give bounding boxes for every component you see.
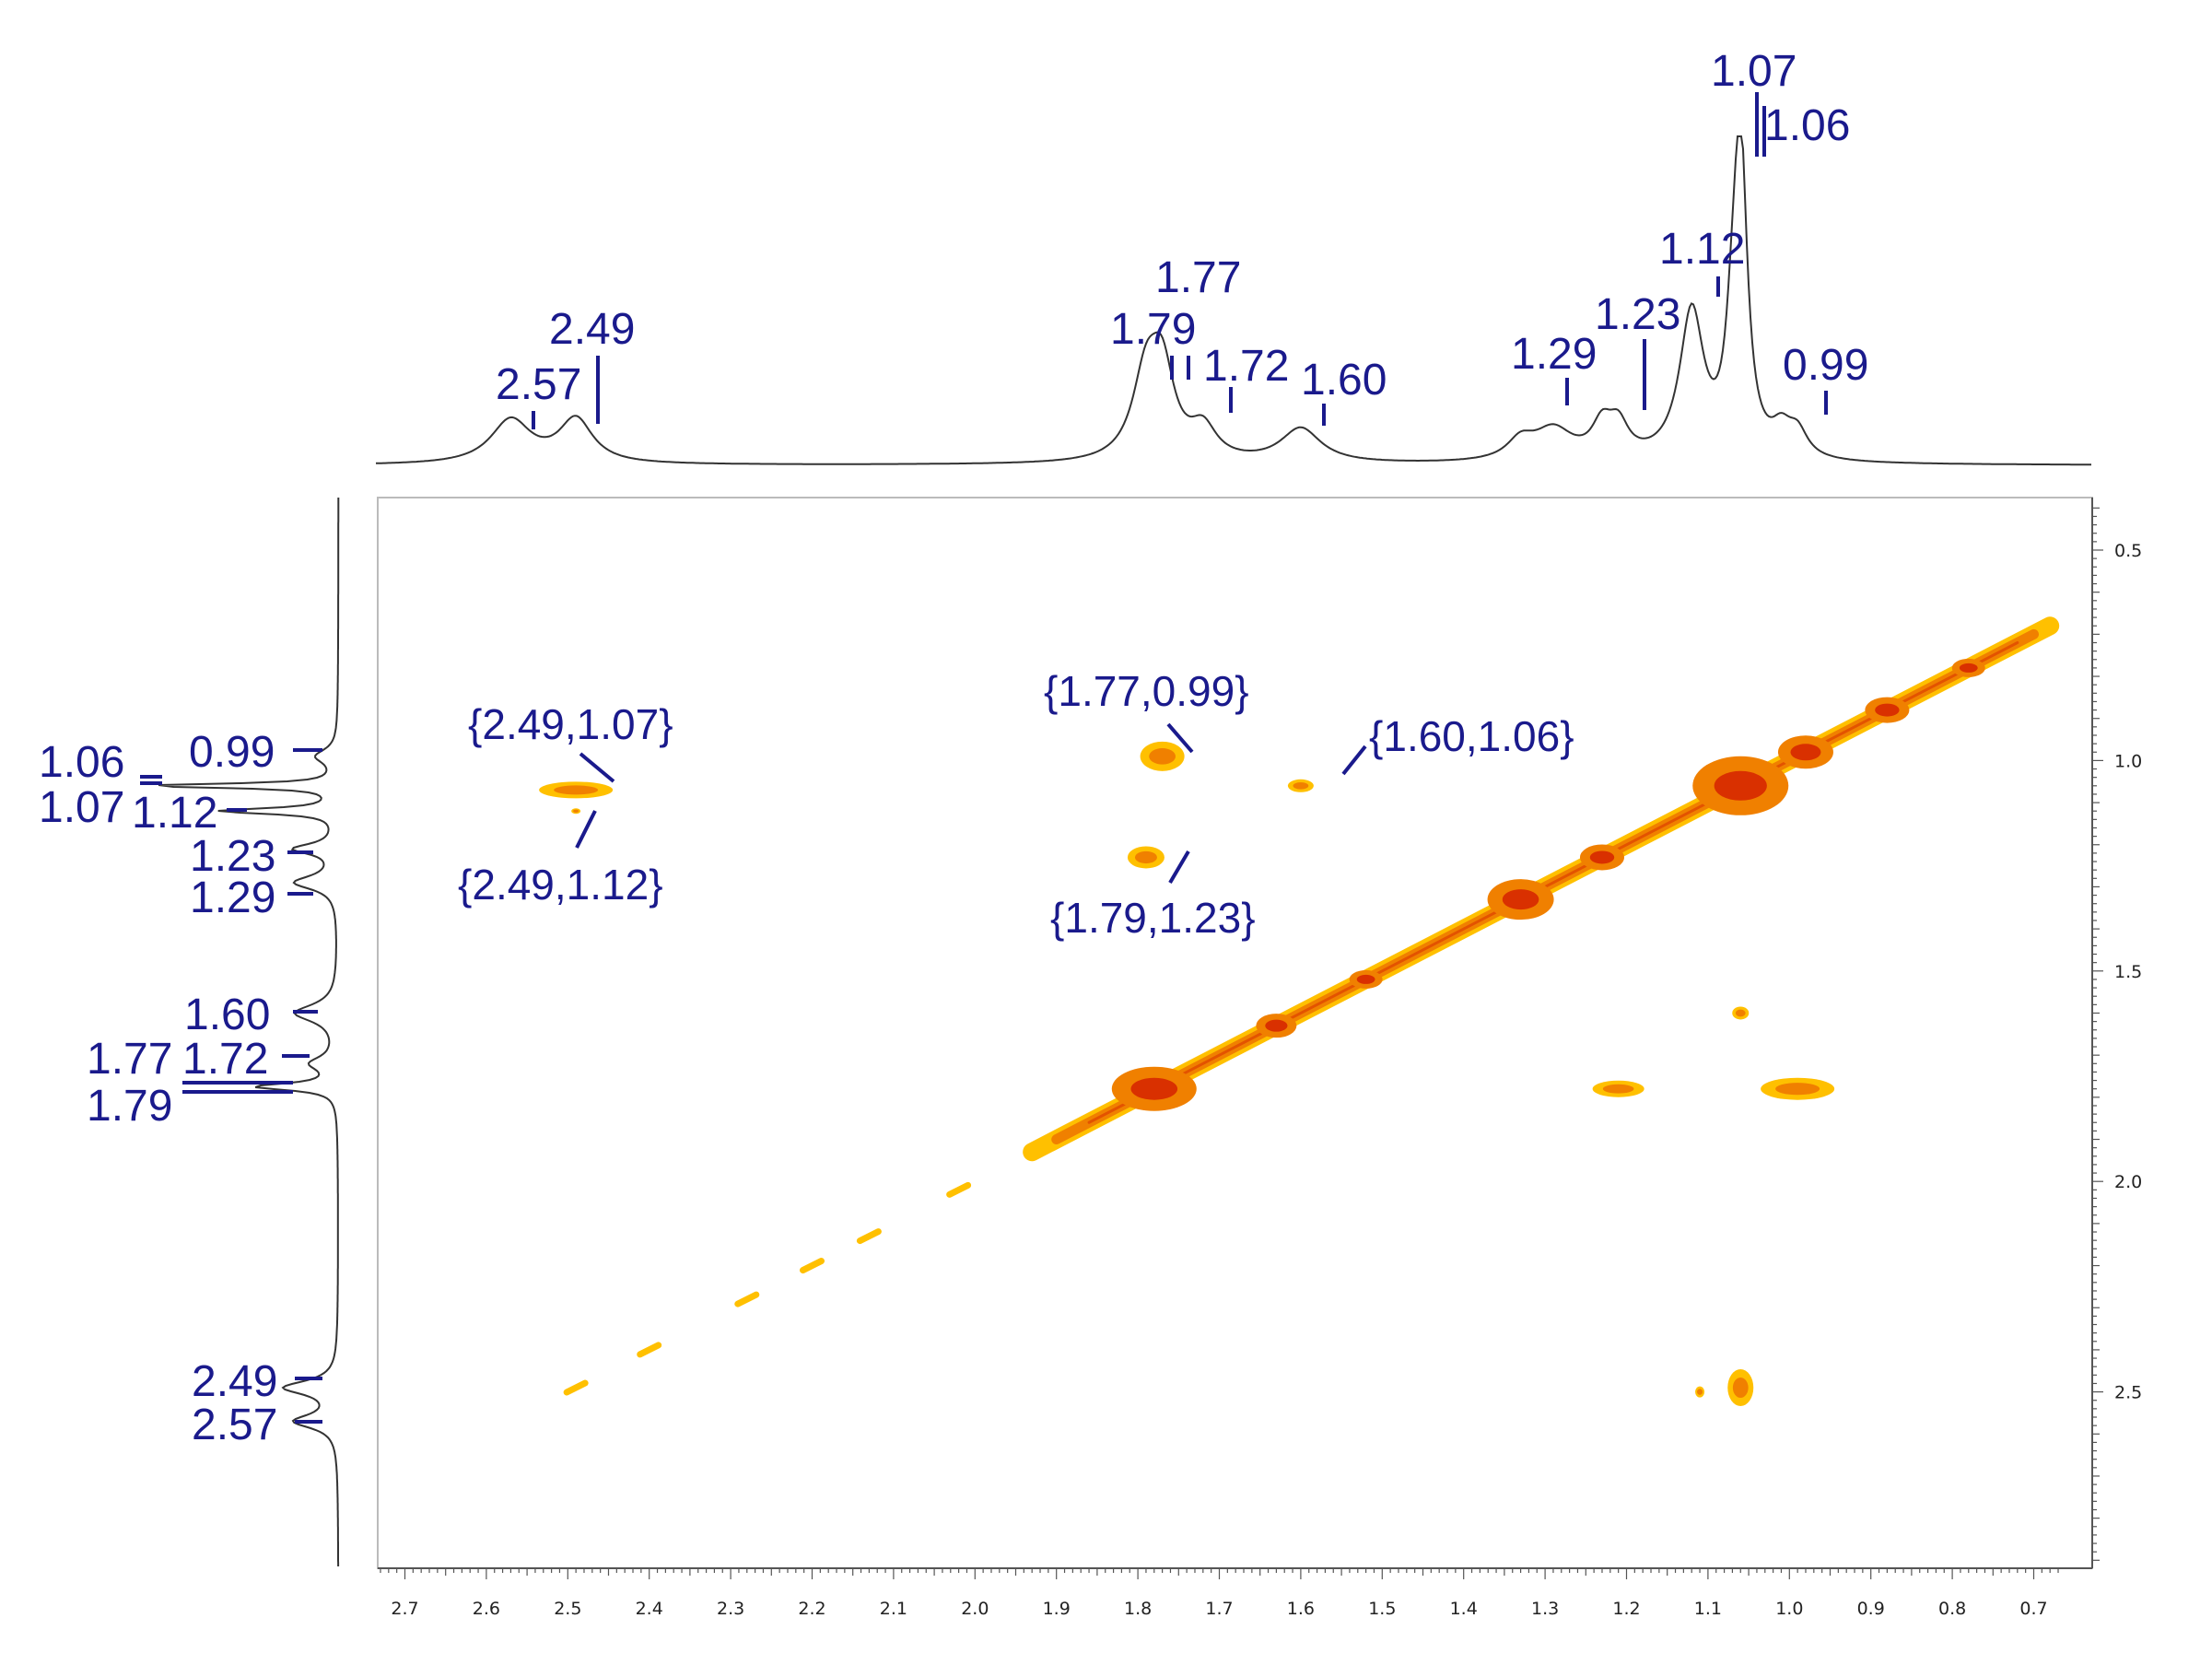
x-tick-label: 2.0: [961, 1599, 989, 1619]
diagonal-peak-core: [1790, 744, 1821, 761]
diagonal-peak-core: [1714, 770, 1767, 801]
diagonal-weak-peak: [800, 1258, 825, 1274]
diagonal-peak-core: [1502, 889, 1539, 910]
cross-peak-core: [1602, 1084, 1634, 1094]
y-axis: 0.5 1.0 1.5 2.0 2.5: [2091, 498, 2142, 1568]
top-peak-label: 1.07: [1711, 47, 1797, 96]
top-peak-label: 0.99: [1783, 341, 1868, 390]
y-tick-label: 1.0: [2114, 751, 2142, 771]
diagonal-weak-peak: [856, 1228, 882, 1245]
top-projection-spectrum: [376, 135, 2091, 466]
x-tick-label: 2.1: [880, 1599, 907, 1619]
left-projection: 0.99 1.061.07 1.121.231.29 1.601.721.771.79…: [39, 498, 340, 1566]
diagonal-peak-core: [1875, 703, 1900, 717]
x-tick-label: 1.9: [1043, 1599, 1071, 1619]
y-tick-label: 1.5: [2114, 962, 2142, 982]
diagonal-weak-peak: [563, 1379, 589, 1396]
x-axis: 2.7 2.6 2.5 2.4 2.3 2.2 2.1 2.0 1.9 1.8 1.7 1.6 1.5 1…: [378, 1567, 2092, 1619]
diagonal-peak-core: [1130, 1077, 1178, 1100]
left-peak-label: 1.77: [87, 1035, 172, 1084]
diagonal-peak-core: [1589, 850, 1615, 864]
top-peak-label: 2.49: [549, 305, 635, 354]
cross-peak-core: [1293, 781, 1309, 790]
x-tick-label: 1.5: [1368, 1599, 1396, 1619]
x-tick-label: 1.3: [1531, 1599, 1559, 1619]
cross-peak-core: [554, 785, 599, 795]
left-peak-label: 2.57: [192, 1401, 277, 1449]
cross-peak-label: {1.60,1.06}: [1369, 712, 1574, 760]
cross-peak-label: {1.77,0.99}: [1044, 667, 1249, 715]
cross-peak-core: [1732, 1378, 1749, 1399]
x-tick-label: 0.7: [2019, 1599, 2047, 1619]
cross-peak-pointer: [579, 752, 615, 783]
cross-peak-core: [1775, 1083, 1820, 1096]
left-peak-labels: 0.99 1.061.07 1.121.231.29 1.601.721.771.79…: [39, 728, 322, 1449]
x-tick-label: 2.4: [636, 1599, 663, 1619]
cross-peak-label: {1.79,1.23}: [1050, 894, 1256, 942]
x-tick-label: 2.3: [717, 1599, 744, 1619]
x-tick-label: 2.2: [798, 1599, 825, 1619]
x-tick-label: 1.7: [1205, 1599, 1233, 1619]
left-peak-label: 1.29: [190, 874, 275, 922]
cross-peak-core: [1149, 748, 1176, 765]
x-tick-label: 1.4: [1450, 1599, 1478, 1619]
top-peak-label: 1.79: [1110, 305, 1196, 354]
diagonal-peak-core: [1265, 1019, 1288, 1032]
cross-peak-core: [1735, 1009, 1746, 1017]
diagonal-weak-peak: [637, 1342, 662, 1358]
diagonal-peak-core: [1959, 662, 1978, 673]
top-peak-label: 1.29: [1511, 330, 1597, 379]
x-tick-label: 1.0: [1775, 1599, 1803, 1619]
top-peak-label: 1.72: [1203, 342, 1289, 391]
y-tick-label: 0.5: [2114, 541, 2142, 561]
top-peak-label: 1.23: [1595, 290, 1680, 339]
contour-layer: [539, 616, 2060, 1407]
top-peak-labels: 2.57 2.49 1.791.77 1.72 1.60 1.291.23 1.12 1.07…: [496, 47, 1868, 429]
cross-peak-pointer: [1341, 745, 1367, 776]
top-peak-label: 1.60: [1301, 356, 1387, 405]
diagonal-weak-peak: [734, 1291, 760, 1307]
x-tick-label: 0.8: [1938, 1599, 1966, 1619]
left-peak-label: 1.06: [39, 738, 124, 787]
cross-peak-label: {2.49,1.12}: [458, 861, 663, 909]
cross-peak-annotations: {2.49,1.07} {2.49,1.12} {1.77,0.99} {1.79,1…: [458, 667, 1574, 942]
y-tick-label: 2.5: [2114, 1383, 2142, 1403]
cross-peak-core: [1134, 850, 1157, 864]
top-peak-label: 1.06: [1764, 101, 1850, 150]
cross-peak-pointer: [1166, 722, 1194, 754]
cross-peak-pointer: [575, 810, 597, 849]
plot-frame: [377, 497, 2093, 1569]
diagonal-peak-core: [1356, 974, 1375, 984]
left-projection-spectrum: [158, 498, 340, 1566]
x-tick-label: 1.2: [1612, 1599, 1640, 1619]
top-peak-label: 1.12: [1659, 225, 1745, 274]
left-peak-label: 1.72: [182, 1035, 268, 1084]
cross-peak-core: [573, 809, 579, 813]
x-tick-label: 1.1: [1694, 1599, 1722, 1619]
left-peak-label: 1.23: [190, 832, 275, 881]
left-peak-label: 1.07: [39, 783, 124, 832]
top-peak-label: 2.57: [496, 360, 581, 409]
x-tick-label: 1.6: [1287, 1599, 1315, 1619]
top-peak-label: 1.77: [1155, 253, 1241, 302]
left-peak-label: 1.60: [184, 991, 270, 1039]
x-tick-label: 2.7: [391, 1599, 418, 1619]
y-tick-label: 2.0: [2114, 1172, 2142, 1192]
x-tick-label: 2.6: [473, 1599, 500, 1619]
cross-peak-core: [1697, 1389, 1703, 1395]
left-peak-label: 1.79: [87, 1082, 172, 1131]
left-peak-label: 2.49: [192, 1357, 277, 1406]
x-tick-label: 1.8: [1124, 1599, 1152, 1619]
diagonal-ridge: [1087, 640, 2019, 1124]
top-projection: 2.57 2.49 1.791.77 1.72 1.60 1.291.23 1.12 1.07…: [376, 47, 2091, 466]
cross-peak-label: {2.49,1.07}: [468, 700, 673, 748]
cross-peak-pointer: [1168, 850, 1190, 885]
diagonal-weak-peak: [946, 1181, 972, 1198]
left-peak-label: 0.99: [189, 728, 275, 777]
left-peak-label: 1.12: [132, 789, 217, 838]
x-tick-label: 2.5: [554, 1599, 581, 1619]
x-tick-label: 0.9: [1857, 1599, 1885, 1619]
